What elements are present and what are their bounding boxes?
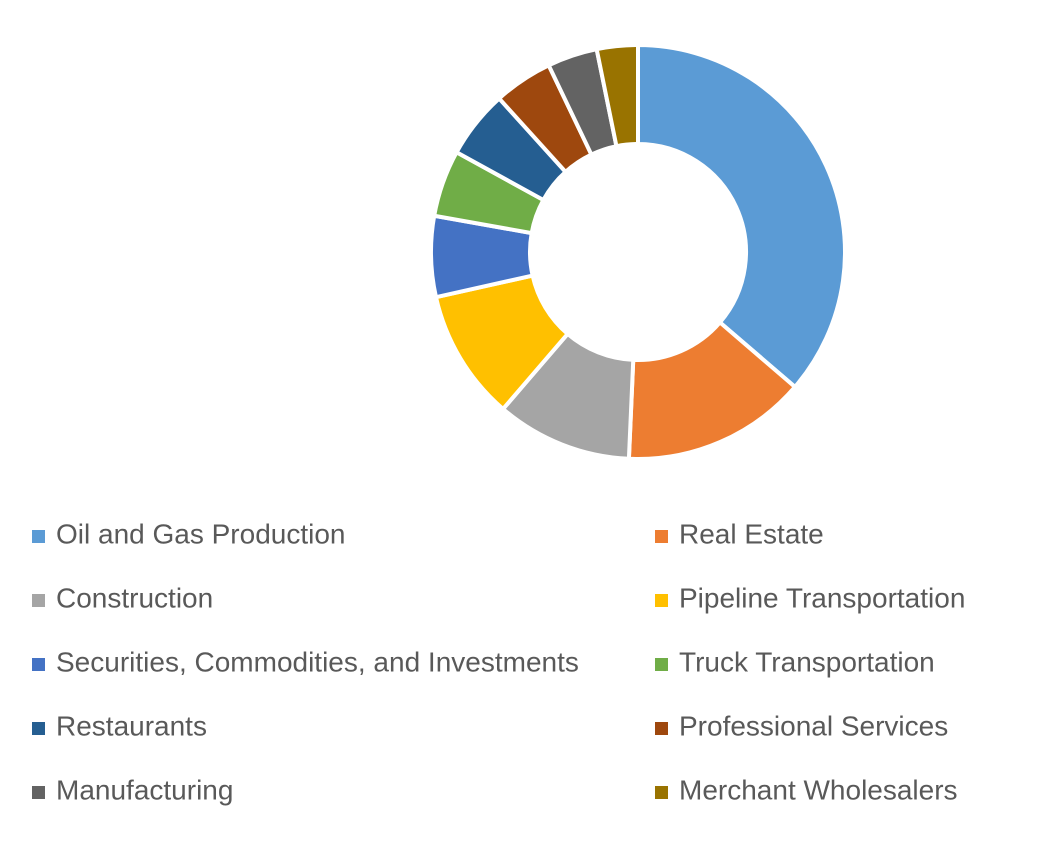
legend-swatch	[655, 530, 668, 543]
legend-swatch	[655, 722, 668, 735]
legend-label: Real Estate	[679, 518, 824, 549]
legend-label: Merchant Wholesalers	[679, 774, 958, 805]
legend-label: Oil and Gas Production	[56, 518, 346, 549]
legend-label: Construction	[56, 582, 213, 613]
legend-label: Professional Services	[679, 710, 948, 741]
donut-slice	[594, 42, 640, 149]
legend-swatch	[32, 786, 45, 799]
donut-slice	[636, 42, 847, 390]
legend-swatch	[32, 658, 45, 671]
legend-label: Pipeline Transportation	[679, 582, 965, 613]
legend-label: Securities, Commodities, and Investments	[56, 646, 579, 677]
legend-swatch	[655, 594, 668, 607]
legend-swatch	[655, 658, 668, 671]
legend-swatch	[32, 594, 45, 607]
legend-swatch	[32, 722, 45, 735]
legend-label: Truck Transportation	[679, 646, 935, 677]
legend-swatch	[32, 530, 45, 543]
legend-label: Restaurants	[56, 710, 207, 741]
legend-swatch	[655, 786, 668, 799]
legend-label: Manufacturing	[56, 774, 233, 805]
